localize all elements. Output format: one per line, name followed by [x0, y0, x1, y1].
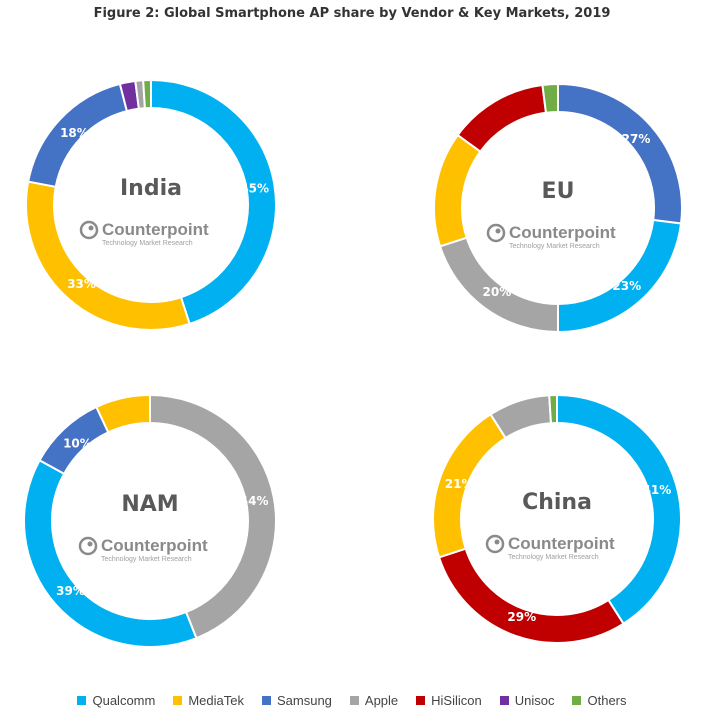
- legend-item-apple: Apple: [349, 693, 399, 708]
- slice-india-mediatek: [25, 180, 191, 331]
- slice-china-others: [548, 393, 558, 425]
- data-label-nam-samsung: 10%: [63, 437, 92, 451]
- counterpoint-logo-icon: [79, 220, 99, 240]
- region-label-china: China: [522, 490, 592, 515]
- watermark-name: Counterpoint: [101, 536, 208, 555]
- data-label-eu-samsung: 27%: [622, 132, 651, 146]
- region-label-eu: EU: [542, 179, 575, 204]
- data-label-india-qualcomm: 45%: [240, 182, 269, 196]
- data-label-india-samsung: 18%: [60, 126, 89, 140]
- watermark-tagline: Technology Market Research: [508, 554, 599, 561]
- slice-india-qualcomm: [150, 78, 277, 326]
- watermark-name: Counterpoint: [509, 223, 616, 242]
- legend-swatch-hisilicon: [416, 696, 426, 705]
- legend-label-mediatek: MediaTek: [188, 693, 244, 708]
- slice-eu-mediatek: [433, 133, 482, 248]
- slice-nam-mediatek: [95, 393, 151, 434]
- data-label-eu-qualcomm: 23%: [612, 279, 641, 293]
- legend-label-qualcomm: Qualcomm: [92, 693, 156, 708]
- legend-swatch-mediatek: [173, 696, 183, 705]
- counterpoint-logo-dot-icon: [495, 228, 501, 234]
- legend-item-qualcomm: Qualcomm: [77, 693, 155, 708]
- slice-china-hisilicon: [437, 547, 625, 644]
- watermark-name: Counterpoint: [102, 220, 209, 239]
- data-label-india-mediatek: 33%: [67, 277, 96, 291]
- legend-swatch-samsung: [261, 696, 271, 705]
- counterpoint-logo-dot-icon: [87, 541, 93, 547]
- data-label-eu-apple: 20%: [483, 285, 512, 299]
- watermark-tagline: Technology Market Research: [102, 240, 193, 247]
- legend-label-hisilicon: HiSilicon: [431, 693, 482, 708]
- counterpoint-logo-icon: [485, 534, 505, 554]
- slice-eu-others: [541, 82, 559, 114]
- legend-label-apple: Apple: [364, 693, 399, 708]
- region-label-nam: NAM: [121, 492, 178, 517]
- legend-item-unisoc: Unisoc: [499, 693, 555, 708]
- slice-india-others: [142, 78, 152, 110]
- slice-nam-apple: [149, 393, 277, 640]
- legend-label-unisoc: Unisoc: [514, 693, 555, 708]
- legend-label-samsung: Samsung: [276, 693, 332, 708]
- legend-item-hisilicon: HiSilicon: [416, 693, 482, 708]
- legend-swatch-others: [572, 696, 582, 705]
- data-label-china-mediatek: 21%: [445, 477, 474, 491]
- legend: Qualcomm MediaTek Samsung Apple HiSilico…: [0, 693, 704, 708]
- watermark-tagline: Technology Market Research: [509, 243, 600, 250]
- legend-label-others: Others: [587, 693, 627, 708]
- slice-eu-samsung: [557, 82, 683, 225]
- legend-item-samsung: Samsung: [261, 693, 332, 708]
- legend-swatch-apple: [349, 696, 359, 705]
- slice-eu-hisilicon: [456, 83, 548, 153]
- counterpoint-logo-icon: [486, 223, 506, 243]
- counterpoint-logo-dot-icon: [88, 225, 94, 231]
- legend-swatch-qualcomm: [77, 696, 87, 705]
- data-label-nam-apple: 44%: [240, 494, 269, 508]
- chart-title: Figure 2: Global Smartphone AP share by …: [93, 6, 611, 21]
- region-label-india: India: [120, 176, 182, 201]
- legend-swatch-unisoc: [499, 696, 509, 705]
- counterpoint-logo-icon: [78, 536, 98, 556]
- watermark-tagline: Technology Market Research: [101, 556, 192, 563]
- legend-item-others: Others: [572, 693, 627, 708]
- legend-item-mediatek: MediaTek: [173, 693, 244, 708]
- watermark-name: Counterpoint: [508, 534, 615, 553]
- data-label-china-qualcomm: 41%: [643, 483, 672, 497]
- counterpoint-logo-dot-icon: [494, 539, 500, 545]
- data-label-nam-qualcomm: 39%: [56, 584, 85, 598]
- data-label-china-hisilicon: 29%: [507, 610, 536, 624]
